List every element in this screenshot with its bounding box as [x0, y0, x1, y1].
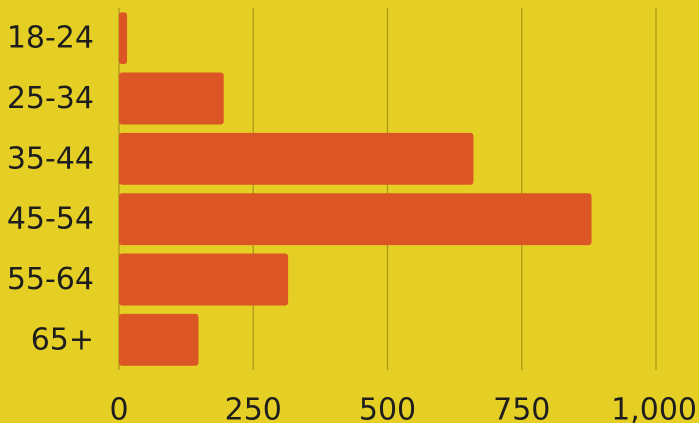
x-tick-label: 500 — [359, 393, 416, 423]
bar-25-34 — [119, 72, 224, 125]
y-axis-labels: 18-24 25-34 35-44 45-54 55-64 65+ — [7, 21, 94, 358]
y-tick-label: 18-24 — [7, 21, 94, 56]
bar-45-54 — [119, 193, 592, 246]
x-tick-label: 1,000 — [611, 393, 697, 423]
x-axis-labels: 0 250 500 750 1,000 — [109, 393, 697, 423]
bar-18-24 — [119, 12, 128, 65]
bar-65+ — [119, 313, 199, 366]
gridlines — [118, 8, 657, 370]
y-tick-label: 65+ — [31, 322, 94, 357]
bar-35-44 — [119, 132, 474, 185]
x-tick-label: 0 — [109, 393, 128, 423]
y-tick-label: 25-34 — [7, 81, 94, 116]
x-tick-label: 250 — [225, 393, 282, 423]
x-tick-label: 750 — [493, 393, 550, 423]
y-tick-label: 35-44 — [7, 141, 94, 176]
bar-55-64 — [119, 253, 289, 306]
y-tick-label: 45-54 — [7, 202, 94, 237]
bars — [119, 12, 592, 366]
y-tick-label: 55-64 — [7, 262, 94, 297]
